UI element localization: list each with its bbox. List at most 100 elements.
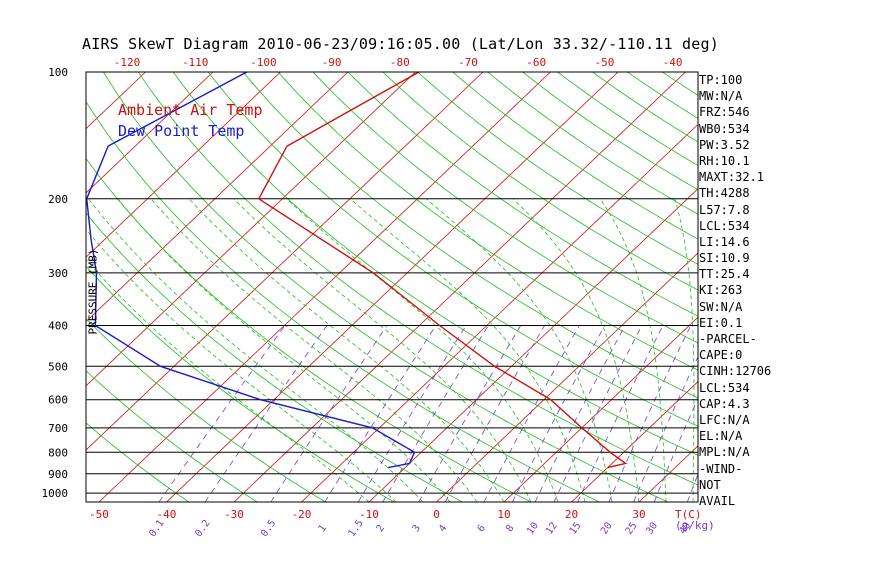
mixing-ratio-label: 2 — [375, 523, 387, 534]
mixing-ratio-label: 0.5 — [259, 518, 278, 539]
pressure-tick-label: 600 — [48, 394, 68, 407]
mixing-ratio-unit-label: (g/kg) — [675, 519, 715, 532]
moist-adiabat-line — [426, 199, 612, 502]
mixing-ratio-label: 8 — [504, 523, 516, 534]
stability-index-item: NOT — [699, 477, 771, 493]
bottom-temp-tick-label: 20 — [565, 508, 578, 521]
stability-index-item: TT:25.4 — [699, 266, 771, 282]
stability-index-item: -WIND- — [699, 461, 771, 477]
pressure-tick-label: 300 — [48, 267, 68, 280]
mixing-ratio-label: 25 — [624, 520, 640, 536]
moist-adiabat-line — [350, 199, 585, 502]
mixing-ratio-label: 12 — [544, 520, 560, 536]
dry-adiabat-line — [313, 72, 870, 502]
stability-index-item: MW:N/A — [699, 88, 771, 104]
top-temp-tick-label: -90 — [322, 56, 342, 69]
stability-index-item: EL:N/A — [699, 428, 771, 444]
bottom-temp-tick-label: -10 — [359, 508, 379, 521]
top-temp-tick-label: -110 — [182, 56, 209, 69]
mixing-ratio-label: 1 — [317, 523, 329, 534]
stability-index-item: SI:10.9 — [699, 250, 771, 266]
dry-adiabat-line — [243, 72, 870, 502]
stability-index-item: AVAIL — [699, 493, 771, 509]
mixing-ratio-line — [205, 326, 327, 503]
stability-index-item: CAP:4.3 — [699, 396, 771, 412]
mixing-ratio-label: 0.2 — [193, 518, 212, 539]
chart-title: AIRS SkewT Diagram 2010-06-23/09:16:05.0… — [82, 35, 719, 53]
mixing-ratio-line — [383, 326, 489, 503]
isotherm-line — [774, 72, 870, 502]
isotherm-line — [0, 72, 11, 502]
isotherm-line — [302, 72, 754, 502]
pressure-tick-label: 800 — [48, 446, 68, 459]
bottom-temp-tick-label: 0 — [433, 508, 440, 521]
stability-index-item: -PARCEL- — [699, 331, 771, 347]
moist-adiabat-line — [513, 199, 639, 502]
mixing-ratio-line — [159, 326, 285, 503]
isotherm-line — [234, 72, 686, 502]
stability-index-item: FRZ:546 — [699, 104, 771, 120]
mixing-ratio-label: 1.5 — [346, 518, 365, 539]
dry-adiabat-line — [523, 72, 870, 502]
mixing-ratio-label: 15 — [568, 520, 584, 536]
moist-adiabat-line — [675, 199, 694, 502]
top-temp-tick-label: -100 — [250, 56, 277, 69]
pressure-tick-label: 500 — [48, 360, 68, 373]
stability-index-item: L57:7.8 — [699, 202, 771, 218]
top-temp-tick-label: -120 — [114, 56, 141, 69]
bottom-temp-tick-label: -50 — [89, 508, 109, 521]
isotherm-line — [437, 72, 870, 502]
mixing-ratio-label: 3 — [411, 523, 423, 534]
legend-dew-point-temp: Dew Point Temp — [118, 122, 244, 140]
mixing-ratio-label: 10 — [525, 520, 541, 536]
stability-index-item: CINH:12706 — [699, 363, 771, 379]
bottom-temp-tick-label: -40 — [157, 508, 177, 521]
stability-index-item: KI:263 — [699, 282, 771, 298]
pressure-tick-label: 1000 — [42, 487, 69, 500]
moist-adiabat-line — [151, 199, 477, 502]
stability-index-item: EI:0.1 — [699, 315, 771, 331]
isotherm-line — [0, 72, 78, 502]
stability-index-item: WB0:534 — [699, 121, 771, 137]
mixing-ratio-line — [325, 326, 436, 503]
dry-adiabat-line — [34, 72, 531, 502]
dry-adiabat-line — [767, 72, 870, 502]
pressure-tick-label: 100 — [48, 66, 68, 79]
stability-index-item: LI:14.6 — [699, 234, 771, 250]
isotherm-line — [504, 72, 870, 502]
ambient-air-temp-line — [259, 72, 626, 468]
top-temp-tick-label: -40 — [663, 56, 683, 69]
stability-index-item: LFC:N/A — [699, 412, 771, 428]
mixing-ratio-label: 4 — [437, 523, 449, 534]
y-axis-label: PRESSURE (MB) — [87, 248, 100, 334]
top-temp-tick-label: -60 — [526, 56, 546, 69]
stability-index-item: TH:4288 — [699, 185, 771, 201]
dry-adiabat-line — [802, 72, 870, 502]
moist-adiabat-line — [600, 199, 666, 502]
pressure-tick-label: 400 — [48, 320, 68, 333]
mixing-ratio-label: 0.1 — [147, 518, 166, 539]
bottom-temp-tick-label: 30 — [632, 508, 645, 521]
dry-adiabat-line — [348, 72, 870, 502]
dry-adiabat-line — [837, 72, 870, 502]
stability-index-item: SW:N/A — [699, 299, 771, 315]
bottom-temp-tick-label: 10 — [497, 508, 510, 521]
moist-adiabat-line — [38, 199, 369, 502]
bottom-temp-tick-label: -30 — [224, 508, 244, 521]
dry-adiabat-line — [278, 72, 870, 502]
stability-index-item: LCL:534 — [699, 218, 771, 234]
legend-ambient-air-temp: Ambient Air Temp — [118, 101, 263, 119]
stability-index-item: LCL:534 — [699, 380, 771, 396]
pressure-tick-label: 200 — [48, 193, 68, 206]
stability-index-item: PW:3.52 — [699, 137, 771, 153]
top-temp-tick-label: -70 — [458, 56, 478, 69]
moist-adiabat-line — [287, 199, 558, 502]
stability-index-item: RH:10.1 — [699, 153, 771, 169]
top-temp-tick-label: -50 — [594, 56, 614, 69]
mixing-ratio-label: 6 — [476, 523, 488, 534]
stability-index-item: MPL:N/A — [699, 444, 771, 460]
pressure-tick-label: 700 — [48, 422, 68, 435]
mixing-ratio-label: 30 — [644, 520, 660, 536]
